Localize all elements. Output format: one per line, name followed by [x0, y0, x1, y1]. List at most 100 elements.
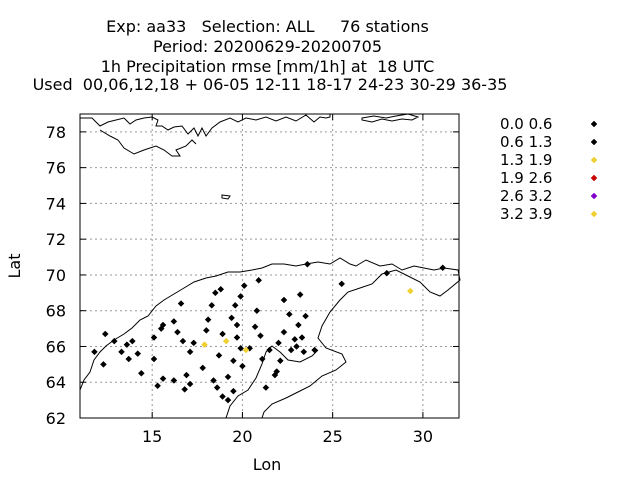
- data-point: [125, 355, 133, 363]
- greenland-coast-detail: [99, 129, 197, 157]
- coastline: [79, 113, 461, 419]
- data-point: [275, 339, 282, 347]
- data-point: [239, 362, 246, 370]
- data-point: [257, 332, 264, 340]
- y-tick-label: 78: [46, 123, 66, 142]
- data-point: [298, 334, 306, 341]
- data-point: [233, 334, 241, 341]
- data-point: [202, 327, 210, 334]
- data-point: [138, 369, 145, 377]
- data-point: [186, 380, 194, 388]
- y-tick-label: 62: [46, 409, 66, 428]
- data-point: [300, 348, 308, 356]
- greenland-coast: [79, 113, 331, 138]
- y-axis: 62 64 66 68 70 72 74 76 78: [46, 123, 459, 428]
- data-point: [285, 310, 293, 318]
- data-point: [177, 300, 185, 307]
- y-tick-label: 74: [46, 194, 66, 213]
- small-island: [221, 194, 231, 200]
- data-point: [293, 343, 300, 350]
- chart-title-line-1: Exp: aa33 Selection: ALL 76 stations: [106, 17, 429, 36]
- data-point: [210, 377, 217, 384]
- y-tick-label: 70: [46, 266, 66, 285]
- data-point: [150, 355, 158, 363]
- data-point: [128, 337, 136, 345]
- data-point: [258, 355, 266, 363]
- data-point: [237, 293, 244, 300]
- data-point: [170, 377, 178, 384]
- legend-marker: [590, 138, 598, 146]
- data-point: [219, 393, 226, 400]
- data-point: [174, 328, 181, 336]
- legend-marker: [590, 192, 598, 200]
- data-point: [222, 337, 230, 345]
- chart-title-line-3: 1h Precipitation rmse [mm/1h] at 18 UTC: [100, 57, 435, 76]
- data-point: [406, 287, 414, 295]
- data-point: [228, 314, 235, 322]
- data-point: [212, 289, 219, 297]
- data-point: [190, 339, 198, 347]
- plot-frame: [79, 113, 460, 419]
- chart-title-line-4: Used 00,06,12,18 + 06-05 12-11 18-17 24-…: [32, 75, 508, 94]
- legend-marker: [590, 210, 598, 218]
- data-point: [439, 264, 447, 272]
- data-point: [154, 382, 161, 390]
- data-point: [134, 350, 142, 357]
- y-axis-label: Lat: [5, 254, 24, 279]
- y-tick-label: 64: [46, 373, 66, 392]
- data-point: [240, 282, 248, 290]
- chart-title-line-2: Period: 20200629-20200705: [152, 37, 382, 56]
- y-tick-label: 76: [46, 159, 66, 178]
- data-point: [170, 318, 178, 325]
- legend-label: 1.3 1.9: [500, 151, 552, 169]
- data-points: [91, 260, 447, 404]
- legend-label: 1.9 2.6: [500, 169, 552, 187]
- data-point: [276, 357, 284, 365]
- gulf-of-bothnia: [225, 345, 319, 419]
- svalbard-island: [361, 113, 420, 123]
- data-point: [262, 384, 270, 391]
- legend-label: 0.0 0.6: [500, 115, 552, 133]
- x-tick-label: 30: [413, 427, 433, 446]
- data-point: [204, 316, 212, 324]
- data-point: [287, 346, 295, 354]
- data-point: [280, 328, 288, 336]
- data-point: [251, 323, 259, 331]
- data-point: [217, 285, 225, 293]
- legend-label: 0.6 1.3: [500, 133, 552, 151]
- legend-marker: [590, 156, 598, 164]
- data-point: [186, 348, 194, 356]
- x-tick-label: 20: [232, 427, 252, 446]
- data-point: [118, 348, 125, 356]
- data-point: [215, 352, 223, 359]
- data-point: [295, 321, 302, 329]
- x-axis: 15 20 25 30: [142, 114, 433, 446]
- x-tick-label: 15: [142, 427, 162, 446]
- legend: 0.0 0.60.6 1.31.3 1.91.9 2.62.6 3.23.2 3…: [500, 115, 598, 223]
- data-point: [208, 301, 216, 309]
- data-point: [383, 269, 391, 277]
- data-point: [255, 276, 263, 284]
- data-point: [181, 386, 189, 393]
- data-point: [219, 330, 226, 338]
- data-point: [311, 346, 318, 354]
- legend-label: 2.6 3.2: [500, 187, 552, 205]
- data-point: [224, 396, 232, 404]
- data-point: [110, 337, 118, 345]
- data-point: [271, 371, 279, 379]
- grid-lines: [80, 114, 459, 418]
- data-point: [338, 280, 346, 288]
- data-point: [231, 301, 239, 309]
- data-point: [230, 387, 237, 395]
- data-point: [150, 334, 158, 341]
- data-point: [159, 375, 167, 383]
- data-point: [213, 384, 221, 391]
- y-tick-label: 72: [46, 230, 66, 249]
- data-point: [266, 346, 273, 354]
- data-point: [291, 335, 299, 343]
- data-point: [101, 330, 109, 338]
- scandinavia-coast: [79, 257, 461, 419]
- data-point: [183, 371, 190, 379]
- x-axis-label: Lon: [253, 455, 282, 474]
